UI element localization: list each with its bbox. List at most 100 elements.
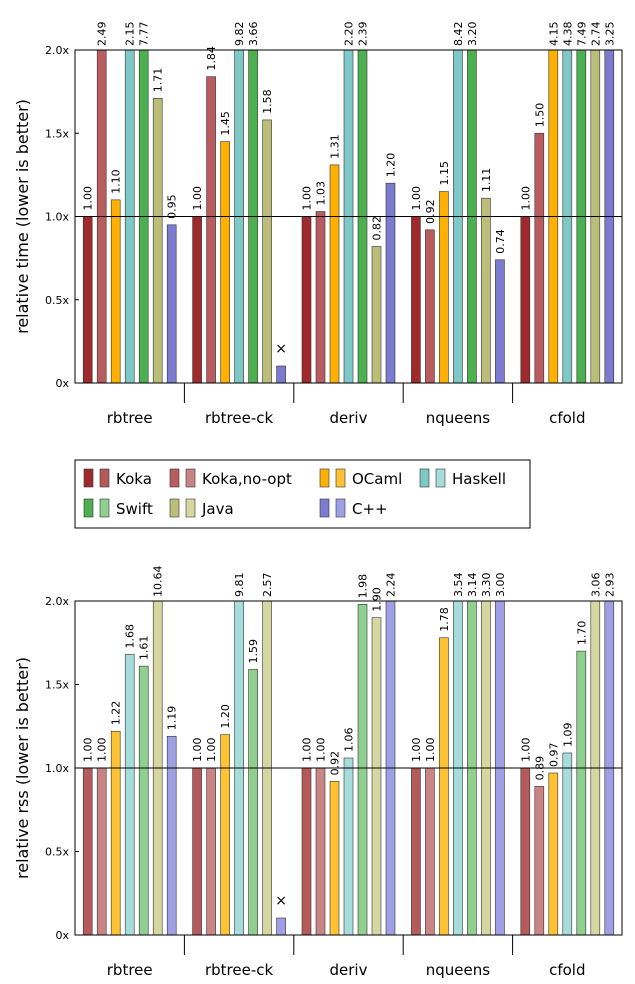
bar [520,216,531,383]
bar [301,216,312,383]
bar [495,601,505,935]
bar [329,781,340,935]
y-tick-label: 1.5x [45,679,69,692]
legend-label: C++ [352,500,388,518]
bar [590,50,601,383]
value-label: 1.03 [315,181,328,206]
bar [343,50,354,383]
value-label: 1.00 [301,738,314,763]
legend-label: OCaml [352,470,402,488]
value-label: 8.42 [452,22,465,47]
legend-swatch [169,498,180,518]
value-label: 1.20 [219,704,232,729]
bar [562,752,573,935]
legend-swatch [185,468,196,488]
bar [453,50,463,383]
value-label: 1.11 [480,168,493,193]
bar [96,50,107,383]
bar [206,76,216,383]
legend-label: Swift [116,500,153,518]
bar [206,767,216,935]
y-tick-label: 2.0x [45,595,69,608]
bar [110,730,121,935]
legend-swatch [335,498,346,518]
y-tick-label: 0.5x [45,294,69,307]
x-tick-label: nqueens [426,961,490,979]
legend-swatch [319,498,330,518]
value-label: 1.90 [371,587,384,612]
value-label: × [275,893,287,909]
value-label: 3.54 [452,573,465,598]
bar [262,601,272,935]
legend-swatch [335,468,346,488]
y-tick-label: 1.5x [45,127,69,140]
x-tick-label: rbtree-ck [205,961,274,979]
value-label: 2.93 [603,573,616,598]
legend-swatch [83,498,94,518]
x-tick-label: nqueens [426,409,490,427]
value-label: 1.00 [424,738,437,763]
value-label: 4.15 [547,22,560,47]
value-label: 3.66 [247,22,260,47]
bar [520,767,531,935]
bar [604,601,615,935]
plot-frame [74,600,623,936]
value-label: 10.64 [152,566,165,598]
bar [124,50,135,383]
bar [481,197,491,383]
x-tick-label: rbtree [107,409,153,427]
value-label: 1.09 [561,722,574,747]
value-label: × [275,341,287,357]
bar [248,669,258,935]
bar [425,229,435,383]
bar [576,650,587,935]
bar [110,199,121,383]
legend-label: Java [201,500,234,518]
value-label: 9.82 [233,22,246,47]
bar [248,50,258,383]
x-tick-label: rbtree [107,961,153,979]
bar [192,216,202,383]
bar [220,141,230,383]
bar [220,734,230,935]
bar [411,767,421,935]
y-tick-label: 0.5x [45,846,69,859]
value-label: 1.00 [191,186,204,211]
bar [467,50,477,383]
legend-label: Koka,no-opt [202,470,292,488]
bar [411,216,421,383]
legend-swatch [99,468,110,488]
x-tick-label: rbtree-ck [205,409,274,427]
value-label: 1.00 [519,186,532,211]
value-label: 2.39 [357,22,370,47]
value-label: 7.77 [138,22,151,47]
plot-frame [74,49,623,384]
value-label: 3.14 [466,573,479,598]
value-label: 0.92 [424,199,437,224]
y-tick-label: 0x [55,377,69,390]
value-label: 1.00 [301,186,314,211]
y-axis-title: relative rss (lower is better) [13,657,32,879]
value-label: 1.00 [519,738,532,763]
value-label: 1.78 [438,607,451,632]
value-label: 1.19 [166,706,179,731]
value-label: 1.20 [385,153,398,178]
bar [425,767,435,935]
value-label: 2.20 [343,22,356,47]
bar [548,50,559,383]
value-label: 0.95 [166,194,179,219]
value-label: 1.15 [438,161,451,186]
bar [96,767,107,935]
value-label: 2.49 [96,22,109,47]
value-label: 1.00 [205,738,218,763]
bar [357,604,368,935]
x-tick-label: deriv [330,961,368,979]
value-label: 1.71 [152,68,165,93]
bar [548,772,559,935]
value-label: 2.74 [589,22,602,47]
x-tick-label: cfold [549,961,585,979]
value-label: 1.00 [410,738,423,763]
x-tick-label: deriv [330,409,368,427]
bar [166,735,177,935]
